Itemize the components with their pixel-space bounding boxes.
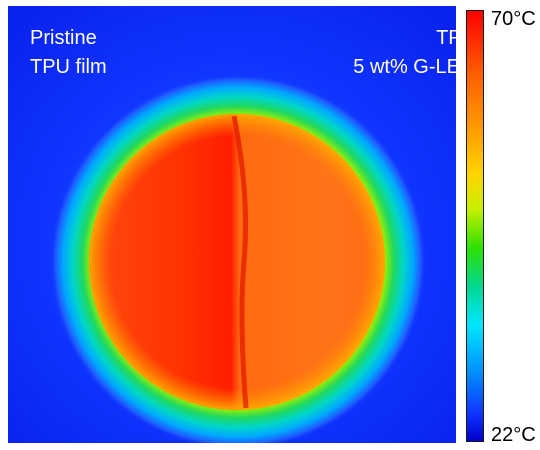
temperature-colorbar	[466, 10, 484, 442]
film-seam-line	[231, 115, 249, 409]
thermal-image	[8, 6, 456, 443]
composite-film-label: TPU film + 5 wt% G-LEAF FLG	[353, 24, 530, 82]
pristine-label-line1: Pristine	[30, 27, 97, 49]
pristine-label-line2: TPU film	[30, 56, 107, 78]
thermal-image-svg	[8, 6, 456, 443]
pristine-film-label: Pristine TPU film	[30, 24, 107, 82]
colorbar-max-label: 70°C	[491, 8, 536, 30]
heated-disc-rim	[89, 114, 385, 410]
colorbar-min-label: 22°C	[491, 424, 536, 446]
composite-label-line2: 5 wt% G-LEAF FLG	[353, 56, 530, 78]
